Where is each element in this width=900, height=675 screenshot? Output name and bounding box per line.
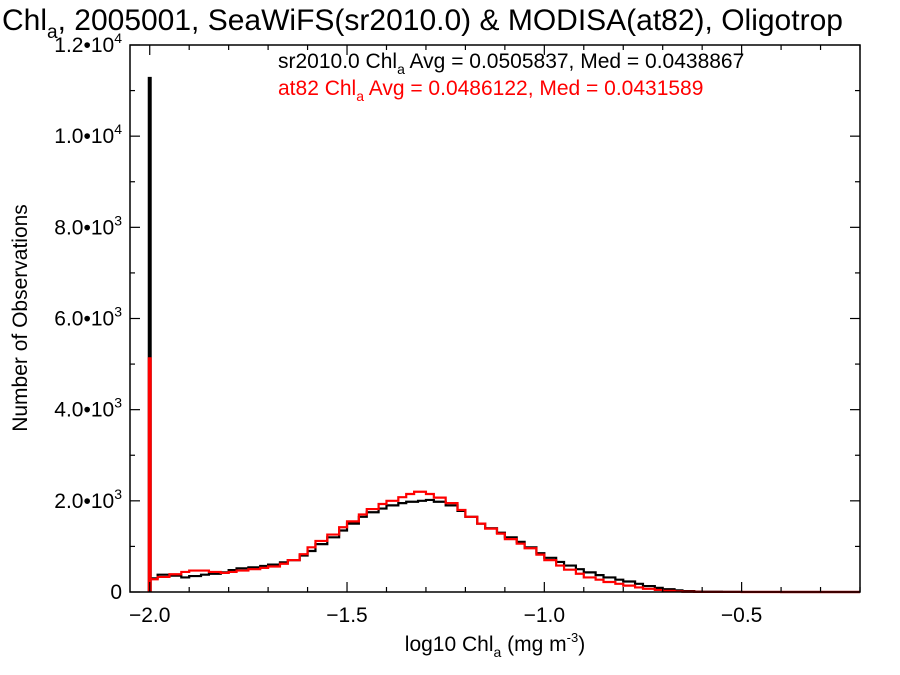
plot-series (147, 76, 860, 594)
x-axis-label: log10 Chla (mg m-3) (405, 630, 585, 660)
stats-line-black: sr2010.0 Chla Avg = 0.0505837, Med = 0.0… (278, 50, 744, 77)
x-tick-label: −1.5 (326, 604, 367, 627)
y-axis: 0 2.0•103 4.0•103 6.0•103 8.0•103 1.0•104 1.2•… (54, 30, 860, 604)
series-line-at82 (149, 490, 860, 594)
series-line-sr2010.0 (149, 498, 860, 594)
y-axis-label: Number of Observations (9, 204, 32, 432)
y-tick-label: 2.0•103 (54, 486, 122, 513)
y-tick-label: 1.0•104 (54, 121, 122, 148)
x-axis: −2.0 −1.5 −1.0 −0.5 (129, 45, 861, 627)
x-tick-label: −1.0 (524, 604, 565, 627)
x-tick-label: −0.5 (721, 604, 762, 627)
y-tick-label: 8.0•103 (54, 212, 122, 239)
y-tick-label: 0 (110, 581, 122, 604)
x-tick-label: −2.0 (129, 604, 170, 627)
y-tick-label: 4.0•103 (54, 395, 122, 422)
chart-title: Chla, 2005001, SeaWiFS(sr2010.0) & MODIS… (2, 4, 843, 43)
stats-line-red: at82 Chla Avg = 0.0486122, Med = 0.04315… (278, 77, 703, 104)
y-tick-label: 1.2•104 (54, 30, 122, 57)
plot-frame (129, 44, 861, 593)
y-tick-label: 6.0•103 (54, 304, 122, 331)
